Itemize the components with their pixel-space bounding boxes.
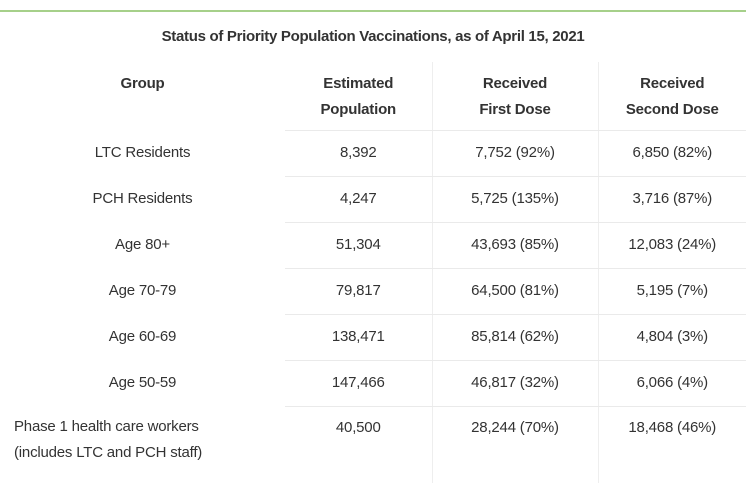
cell-population: 40,500 bbox=[335, 418, 381, 436]
vaccination-status-table: Group Estimated Population Received First … bbox=[0, 62, 746, 483]
cell-population: 8,392 bbox=[285, 130, 432, 177]
cell-second-dose: 18,468 (46%) bbox=[597, 406, 746, 483]
header-second-dose: Received Second Dose bbox=[597, 62, 746, 131]
header-group-label: Group bbox=[120, 75, 165, 92]
cell-population: 138,471 bbox=[285, 314, 432, 361]
header-first-dose: Received First Dose bbox=[431, 62, 598, 131]
cell-second-dose: 6,850 (82%) bbox=[597, 130, 746, 177]
header-line: First Dose bbox=[479, 101, 551, 118]
cell-group: Phase 1 health care workers (includes LTC… bbox=[0, 406, 285, 483]
header-row: Group Estimated Population Received First … bbox=[0, 62, 746, 131]
group-label: Age 70-79 bbox=[108, 282, 177, 299]
cell-second-dose: 12,083 (24%) bbox=[597, 222, 746, 269]
cell-population: 51,304 bbox=[285, 222, 432, 269]
top-accent-line bbox=[0, 10, 746, 12]
group-label-line2: (includes LTC and PCH staff) bbox=[14, 444, 203, 461]
cell-group: Age 70-79 bbox=[0, 268, 285, 314]
cell-first-dose: 85,814 (62%) bbox=[431, 314, 598, 361]
table-row: Age 60-69 138,471 85,814 (62%) 4,804 (3%) bbox=[0, 314, 746, 361]
table-row: Phase 1 health care workers (includes LTC… bbox=[0, 406, 746, 483]
group-label: PCH Residents bbox=[92, 190, 193, 207]
cell-group: Age 60-69 bbox=[0, 314, 285, 360]
table-title: Status of Priority Population Vaccinatio… bbox=[161, 28, 585, 45]
cell-group: Age 50-59 bbox=[0, 360, 285, 406]
header-line: Second Dose bbox=[625, 101, 719, 118]
group-label: Age 80+ bbox=[115, 236, 170, 253]
cell-first-dose: 28,244 (70%) bbox=[431, 406, 598, 483]
cell-population: 79,817 bbox=[285, 268, 432, 315]
table-row: Age 80+ 51,304 43,693 (85%) 12,083 (24%) bbox=[0, 222, 746, 269]
table-row: PCH Residents 4,247 5,725 (135%) 3,716 (87%… bbox=[0, 176, 746, 223]
header-line: Estimated bbox=[323, 75, 394, 92]
cell-first-dose: 5,725 (135%) bbox=[431, 176, 598, 223]
cell-second-dose: 6,066 (4%) bbox=[597, 360, 746, 407]
cell-first-dose: 64,500 (81%) bbox=[431, 268, 598, 315]
table-row: LTC Residents 8,392 7,752 (92%) 6,850 (82%) bbox=[0, 130, 746, 177]
cell-group: Age 80+ bbox=[0, 222, 285, 268]
cell-group: LTC Residents bbox=[0, 130, 285, 176]
cell-population: 147,466 bbox=[285, 360, 432, 407]
group-label: Age 50-59 bbox=[108, 374, 177, 391]
group-label: Phase 1 health care workers bbox=[14, 418, 199, 435]
cell-first-dose: 43,693 (85%) bbox=[431, 222, 598, 269]
table-row: Age 50-59 147,466 46,817 (32%) 6,066 (4%) bbox=[0, 360, 746, 407]
cell-first-dose: 46,817 (32%) bbox=[431, 360, 598, 407]
group-label: LTC Residents bbox=[94, 144, 191, 161]
cell-second-dose: 3,716 (87%) bbox=[597, 176, 746, 223]
cell-population: 4,247 bbox=[285, 176, 432, 223]
group-label: Age 60-69 bbox=[108, 328, 177, 345]
cell-group: PCH Residents bbox=[0, 176, 285, 222]
header-line: Received bbox=[640, 75, 705, 92]
table-row: Age 70-79 79,817 64,500 (81%) 5,195 (7%) bbox=[0, 268, 746, 315]
header-population: Estimated Population bbox=[285, 62, 432, 131]
cell-second-dose: 5,195 (7%) bbox=[597, 268, 746, 315]
header-line: Population bbox=[320, 101, 397, 118]
cell-first-dose: 7,752 (92%) bbox=[431, 130, 598, 177]
header-line: Received bbox=[482, 75, 548, 92]
cell-second-dose: 4,804 (3%) bbox=[597, 314, 746, 361]
header-group: Group bbox=[0, 62, 285, 130]
